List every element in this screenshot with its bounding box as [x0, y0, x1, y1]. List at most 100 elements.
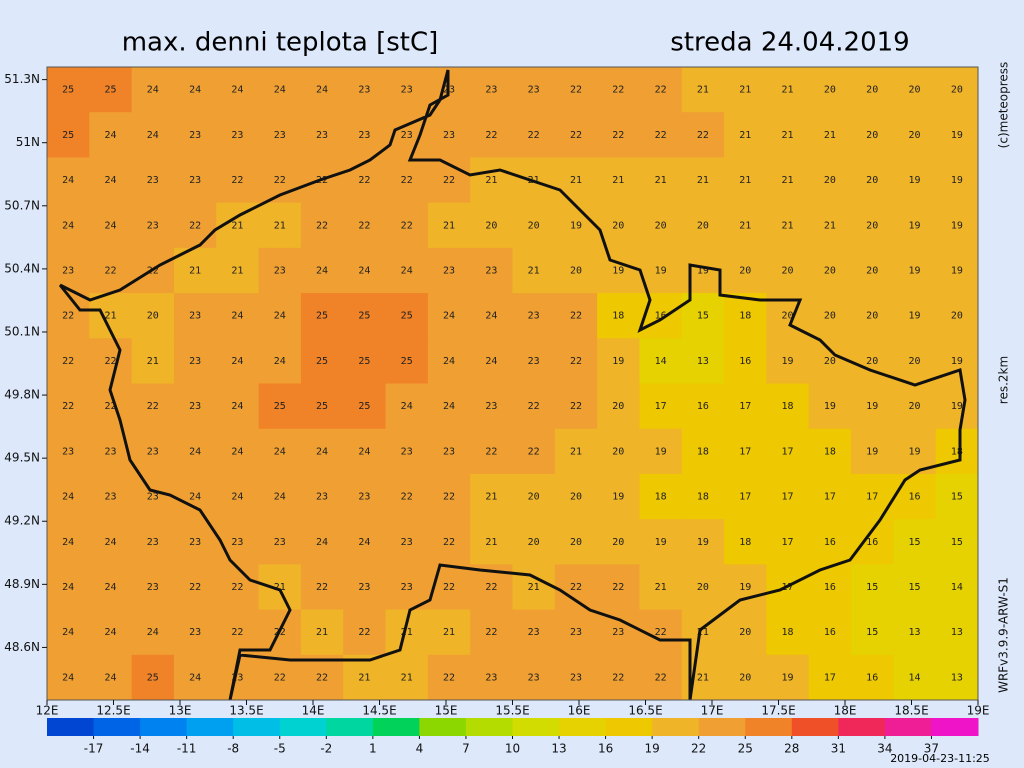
temperature-value: 19 — [612, 356, 624, 367]
temperature-value: 24 — [274, 446, 286, 457]
temperature-cell — [724, 564, 767, 611]
lon-label: 15E — [435, 704, 458, 718]
temperature-value: 17 — [782, 446, 794, 457]
temperature-cell — [385, 654, 429, 701]
temperature-cell — [300, 473, 344, 520]
temperature-value: 20 — [528, 492, 540, 503]
temperature-value: 16 — [824, 582, 836, 593]
temperature-cell — [893, 654, 937, 701]
temperature-value: 23 — [189, 401, 201, 412]
temperature-cell — [597, 519, 640, 565]
temperature-cell — [724, 383, 767, 430]
lon-label: 12E — [36, 704, 59, 718]
temperature-value: 19 — [655, 537, 667, 548]
temperature-cell — [47, 428, 90, 475]
temperature-cell — [639, 202, 683, 249]
colorbar-swatch — [605, 718, 653, 736]
colorbar-swatch — [233, 718, 281, 736]
temperature-value: 23 — [104, 492, 116, 503]
temperature-value: 22 — [570, 401, 582, 412]
temperature-value: 24 — [316, 537, 328, 548]
temperature-cell — [470, 519, 513, 565]
temperature-value: 22 — [612, 85, 624, 96]
temperature-cell — [131, 519, 175, 565]
colorbar-swatch — [931, 718, 979, 736]
temperature-cell — [300, 383, 344, 430]
temperature-value: 20 — [866, 265, 878, 276]
temperature-value: 20 — [528, 220, 540, 231]
temperature-value: 19 — [908, 220, 920, 231]
temperature-cell — [766, 654, 810, 701]
temperature-cell — [893, 112, 937, 158]
temperature-value: 22 — [612, 672, 624, 683]
temperature-cell — [427, 519, 471, 565]
temperature-cell — [724, 428, 767, 475]
temperature-value: 23 — [62, 446, 74, 457]
lon-label: 13.5E — [229, 704, 263, 718]
temperature-value: 24 — [274, 356, 286, 367]
temperature-cell — [681, 338, 725, 384]
temperature-cell — [893, 338, 937, 384]
temperature-value: 23 — [528, 356, 540, 367]
temperature-value: 13 — [951, 672, 963, 683]
temperature-cell — [131, 383, 175, 430]
temperature-value: 20 — [866, 220, 878, 231]
temperature-value: 23 — [485, 265, 497, 276]
temperature-value: 21 — [655, 582, 667, 593]
temperature-cell — [681, 564, 725, 611]
temperature-cell — [554, 654, 598, 701]
temperature-cell — [935, 293, 979, 339]
temperature-cell — [597, 293, 640, 339]
temperature-value: 16 — [824, 537, 836, 548]
temperature-value: 19 — [951, 356, 963, 367]
temperature-value: 19 — [951, 265, 963, 276]
temperature-value: 22 — [570, 85, 582, 96]
temperature-cell — [935, 564, 979, 611]
temperature-cell — [427, 247, 471, 294]
temperature-cell — [343, 157, 387, 204]
temperature-value: 23 — [316, 492, 328, 503]
temperature-cell — [216, 519, 260, 565]
temperature-cell — [300, 338, 344, 384]
temperature-cell — [173, 473, 217, 520]
temperature-cell — [131, 338, 175, 384]
temperature-value: 20 — [824, 356, 836, 367]
temperature-cell — [851, 564, 894, 611]
temperature-value: 24 — [189, 672, 201, 683]
temperature-value: 22 — [655, 627, 667, 638]
temperature-value: 23 — [189, 356, 201, 367]
temperature-value: 18 — [697, 492, 709, 503]
temperature-value: 20 — [824, 85, 836, 96]
temperature-value: 16 — [655, 311, 667, 322]
temperature-cell — [597, 157, 640, 204]
temperature-cell — [216, 67, 260, 113]
temperature-value: 20 — [697, 582, 709, 593]
temperature-cell — [597, 338, 640, 384]
temperature-value: 15 — [697, 311, 709, 322]
temperature-value: 24 — [104, 582, 116, 593]
temperature-cell — [258, 67, 302, 113]
temperature-value: 20 — [866, 311, 878, 322]
temperature-value: 14 — [655, 356, 667, 367]
temperature-value: 21 — [401, 627, 413, 638]
temperature-value: 22 — [570, 582, 582, 593]
temperature-cell — [597, 67, 640, 113]
temperature-cell — [639, 293, 683, 339]
temperature-value: 24 — [231, 492, 243, 503]
temperature-value: 24 — [401, 265, 413, 276]
temperature-cell — [343, 609, 387, 656]
temperature-value: 21 — [697, 175, 709, 186]
temperature-value: 23 — [147, 582, 159, 593]
temperature-value: 24 — [104, 220, 116, 231]
temperature-cell — [766, 112, 810, 158]
temperature-value: 21 — [231, 220, 243, 231]
temperature-cell — [385, 67, 429, 113]
temperature-cell — [216, 247, 260, 294]
temperature-value: 20 — [612, 220, 624, 231]
temperature-cell — [851, 383, 894, 430]
lat-label: 50.1N — [4, 324, 40, 338]
temperature-cell — [47, 202, 90, 249]
temperature-value: 21 — [104, 311, 116, 322]
colorbar-label: 1 — [369, 742, 377, 756]
